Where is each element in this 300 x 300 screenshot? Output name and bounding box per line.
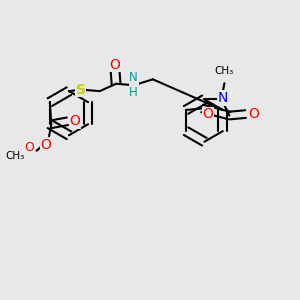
Text: CH₃: CH₃ bbox=[215, 66, 234, 76]
Text: S: S bbox=[76, 82, 86, 97]
Text: N
H: N H bbox=[129, 71, 138, 99]
Text: CH₃: CH₃ bbox=[5, 151, 24, 161]
Text: O: O bbox=[248, 107, 259, 121]
Text: O: O bbox=[69, 114, 80, 128]
Text: O: O bbox=[109, 58, 120, 72]
Text: N: N bbox=[218, 91, 228, 105]
Text: O: O bbox=[24, 141, 34, 154]
Text: O: O bbox=[203, 107, 214, 122]
Text: O: O bbox=[40, 138, 51, 152]
